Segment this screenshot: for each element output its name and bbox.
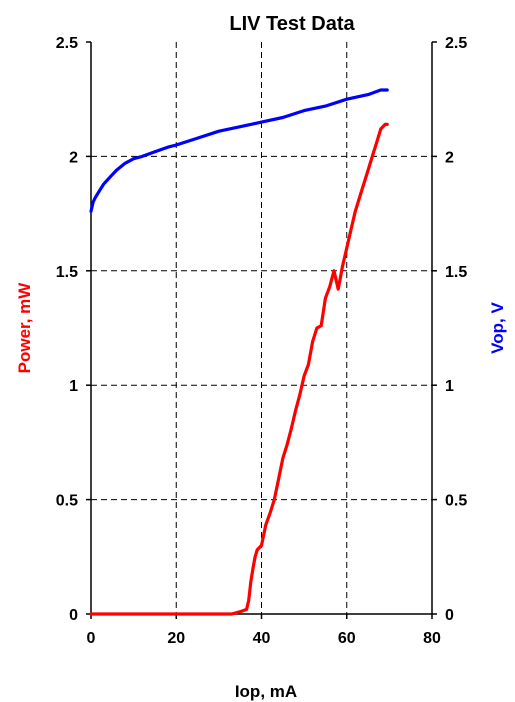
x-tick-label: 20 — [167, 630, 185, 647]
y-right-tick-label: 1.5 — [445, 264, 467, 281]
y-right-tick-label: 0.5 — [445, 493, 467, 510]
y-right-tick-label: 0 — [445, 607, 454, 624]
y-left-tick-label: 1 — [69, 378, 78, 395]
axes — [86, 41, 437, 619]
y-left-tick-label: 0.5 — [56, 493, 78, 510]
y-right-tick-label: 2.5 — [445, 35, 467, 52]
x-tick-label: 60 — [338, 630, 356, 647]
y-left-tick-label: 0 — [69, 607, 78, 624]
x-tick-label: 0 — [87, 630, 96, 647]
y-axis-right-label: Vop, V — [488, 302, 507, 354]
x-tick-label: 40 — [253, 630, 271, 647]
series-line-power — [89, 122, 389, 616]
x-axis-label: Iop, mA — [235, 682, 297, 701]
series — [89, 88, 389, 616]
y-axis-left-label: Power, mW — [15, 282, 34, 374]
x-tick-label: 80 — [423, 630, 441, 647]
y-left-tick-label: 2.5 — [56, 35, 78, 52]
y-left-tick-label: 1.5 — [56, 264, 78, 281]
y-right-tick-label: 2 — [445, 149, 454, 166]
y-right-tick-label: 1 — [445, 378, 454, 395]
grid — [91, 42, 432, 614]
chart-title: LIV Test Data — [229, 13, 355, 35]
y-left-tick-label: 2 — [69, 149, 78, 166]
series-line-vop — [89, 88, 389, 213]
